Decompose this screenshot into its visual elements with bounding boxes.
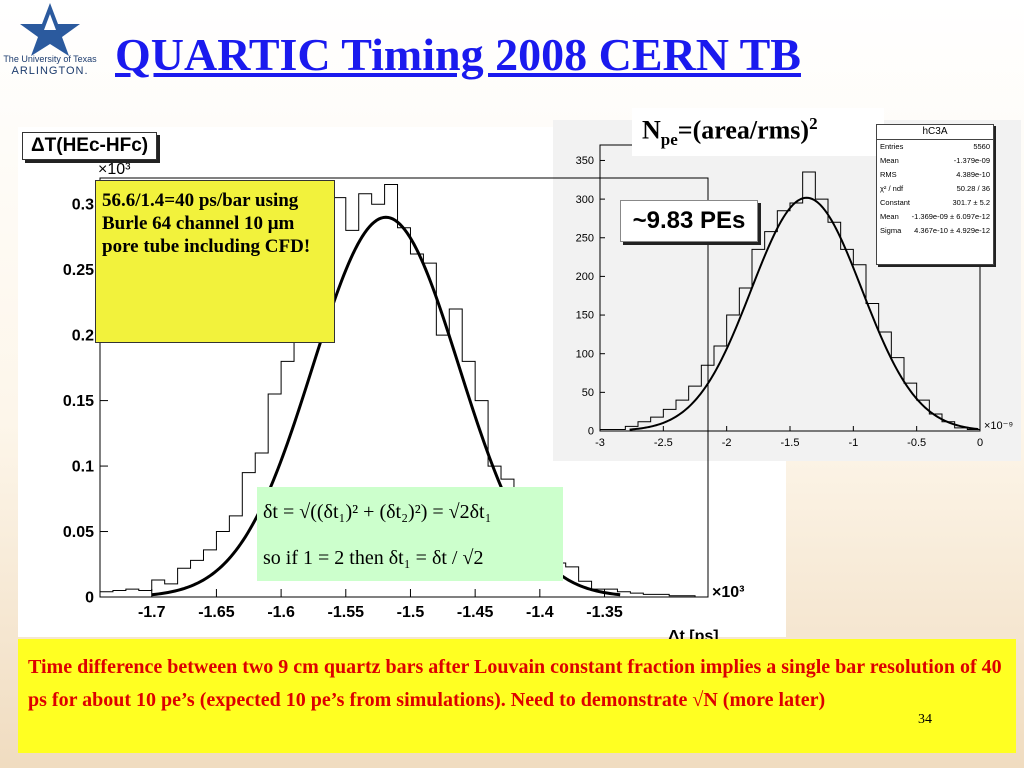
y-tick-label: 0.2	[72, 327, 94, 344]
formula-line-2: so if 1 = 2 then δt₁ = δt / √2	[263, 547, 484, 569]
stats-value: -1.369e-09 ± 6.097e-12	[911, 212, 990, 221]
x-tick-label: -1.6	[267, 604, 295, 621]
y-tick-label: 350	[576, 155, 594, 167]
university-logo: The University of Texas ARLINGTON.	[0, 0, 100, 80]
stats-key: Entries	[880, 142, 904, 151]
y-tick-label: 150	[576, 310, 594, 322]
y-tick-label: 0.15	[63, 393, 94, 410]
x-tick-label: -1.65	[198, 604, 235, 621]
x-tick-label: -1.35	[586, 604, 623, 621]
x-tick-label: -1	[848, 437, 858, 449]
y-tick-label: 0.3	[72, 197, 94, 214]
stats-title: hC3A	[877, 125, 993, 140]
y-tick-label: 100	[576, 348, 594, 360]
formula-box: δt = √((δt₁)² + (δt₂)²) = √2δt₁ so if 1 …	[257, 487, 563, 581]
stats-row: Constant 301.7 ± 5.2	[877, 196, 993, 210]
npe-sup: 2	[809, 114, 818, 133]
main-chart-title: ΔT(HEc-HFc)	[22, 132, 158, 160]
x-tick-label: -0.5	[907, 437, 926, 449]
stats-row: Mean -1.379e-09	[877, 154, 993, 168]
stats-value: 50.28 / 36	[956, 184, 990, 193]
resolution-note: 56.6/1.4=40 ps/bar using Burle 64 channe…	[95, 180, 335, 343]
stats-value: 4.389e-10	[956, 170, 990, 179]
y-tick-label: 300	[576, 194, 594, 206]
stats-box: hC3A Entries 5560 Mean -1.379e-09 RMS 4.389…	[876, 124, 994, 265]
y-tick-label: 0.1	[72, 458, 94, 475]
npe-rest: =(area/rms)	[677, 115, 810, 145]
ut-star-icon	[20, 3, 80, 56]
npe-n: N	[642, 115, 661, 145]
y-tick-label: 0	[588, 426, 594, 438]
npe-sub: pe	[660, 129, 678, 149]
stats-key: Mean	[880, 156, 899, 165]
y-tick-label: 0	[85, 589, 94, 606]
y-tick-label: 200	[576, 271, 594, 283]
stats-value: -1.379e-09	[953, 156, 990, 165]
y-tick-label: 0.05	[63, 524, 94, 541]
x-tick-label: -1.45	[457, 604, 494, 621]
stats-key: χ² / ndf	[880, 184, 904, 193]
formula-line-1: δt = √((δt₁)² + (δt₂)²) = √2δt₁	[263, 501, 492, 523]
stats-key: Sigma	[880, 226, 902, 235]
stats-row: Entries 5560	[877, 140, 993, 154]
summary-text: Time difference between two 9 cm quartz …	[18, 639, 1016, 753]
pes-label: ~9.83 PEs	[620, 200, 758, 242]
x-tick-label: -2	[722, 437, 732, 449]
x-tick-label: -1.7	[138, 604, 166, 621]
logo-text-top: The University of Texas	[3, 54, 97, 64]
x-multiplier-label: ×10³	[712, 584, 744, 601]
stats-row: Sigma 4.367e-10 ± 4.929e-12	[877, 224, 993, 238]
y-tick-label: 250	[576, 232, 594, 244]
y-multiplier-label: ×10³	[98, 161, 131, 178]
y-tick-label: 50	[582, 387, 594, 399]
stats-value: 301.7 ± 5.2	[952, 198, 990, 207]
gaussian-fit-curve	[629, 196, 979, 431]
x-tick-label: -3	[595, 437, 605, 449]
x-tick-label: -1.5	[397, 604, 425, 621]
stats-row: Mean -1.369e-09 ± 6.097e-12	[877, 210, 993, 224]
x-tick-label: -2.5	[654, 437, 673, 449]
stats-value: 4.367e-10 ± 4.929e-12	[914, 226, 990, 235]
stats-key: Constant	[880, 198, 911, 207]
stats-value: 5560	[973, 142, 990, 151]
histogram-bins	[99, 184, 708, 598]
x-tick-label: -1.55	[328, 604, 365, 621]
y-tick-label: 0.25	[63, 262, 94, 279]
npe-formula: Npe=(area/rms)2	[632, 108, 884, 156]
logo-text-bottom: ARLINGTON.	[11, 65, 89, 77]
x-tick-label: 0	[977, 437, 983, 449]
stats-key: RMS	[880, 170, 897, 179]
stats-row: RMS 4.389e-10	[877, 168, 993, 182]
stats-row: χ² / ndf 50.28 / 36	[877, 182, 993, 196]
slide-title: QUARTIC Timing 2008 CERN TB	[115, 29, 801, 80]
stats-key: Mean	[880, 212, 899, 221]
plot-frame	[99, 177, 709, 598]
page-number: 34	[918, 712, 932, 727]
x-multiplier-label: ×10⁻⁹	[984, 420, 1013, 432]
main-histogram: -1.7 -1.65 -1.6 -1.55 -1.5 -1.45 -1.4 -1.35 0 0.0…	[63, 161, 745, 645]
x-tick-label: -1.5	[781, 437, 800, 449]
x-tick-label: -1.4	[526, 604, 554, 621]
